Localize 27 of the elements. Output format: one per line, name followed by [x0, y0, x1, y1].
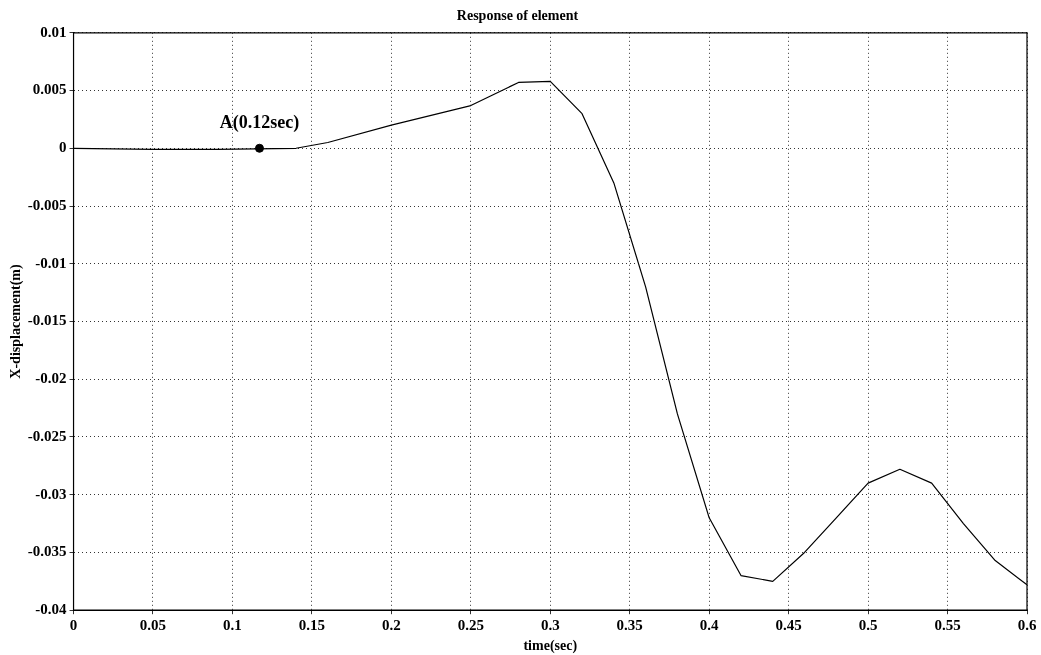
- y-tick-label: -0.005: [27, 196, 67, 213]
- y-tick-label: -0.04: [35, 601, 68, 618]
- y-tick-label: 0.005: [32, 81, 67, 98]
- x-tick-label: 0.1: [223, 617, 242, 634]
- x-tick-label: 0.2: [381, 617, 401, 634]
- annotation: A(0.12sec): [219, 111, 300, 133]
- x-tick-label: 0.25: [457, 617, 484, 634]
- x-tick-label: 0.5: [858, 617, 878, 634]
- y-tick-label: -0.025: [27, 427, 67, 444]
- x-tick-label: 0.15: [298, 617, 326, 634]
- y-tick-label: -0.03: [35, 485, 67, 502]
- x-tick-label: 0.6: [1017, 617, 1037, 634]
- chart-title: Response of element: [456, 8, 579, 24]
- x-tick-label: 0.45: [775, 617, 802, 634]
- x-tick-label: 0.3: [540, 617, 560, 634]
- y-tick-label: -0.015: [27, 312, 67, 329]
- x-tick-label: 0.55: [934, 617, 961, 634]
- y-tick-label: 0: [59, 139, 67, 156]
- y-tick-label: -0.035: [27, 543, 67, 560]
- y-tick-label: -0.01: [35, 254, 67, 271]
- y-tick-label: -0.02: [35, 370, 67, 387]
- x-tick-label: 0.05: [139, 617, 167, 634]
- x-tick-label: 0.4: [699, 617, 720, 634]
- y-tick-label: 0.01: [40, 23, 67, 40]
- x-axis-title: time(sec): [523, 638, 578, 655]
- x-tick-label: 0.35: [616, 617, 643, 634]
- y-axis-title: X-displacement(m): [8, 264, 25, 379]
